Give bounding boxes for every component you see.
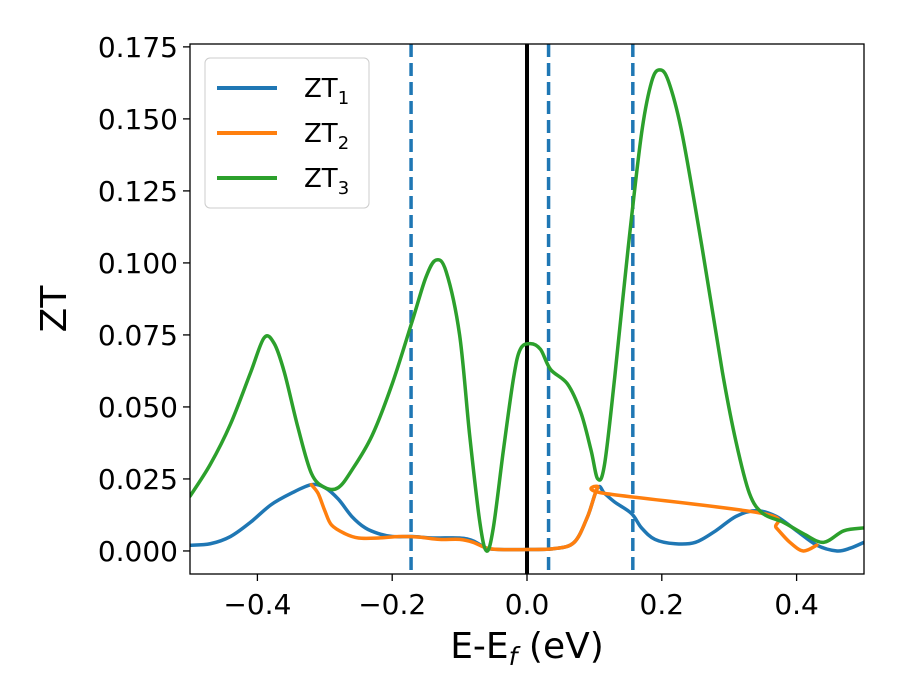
series-line-zt3 — [190, 68, 864, 553]
x-axis-ticks: −0.4 −0.2 0.0 0.2 0.4 — [223, 574, 819, 621]
x-axis-title: E-Ef (eV) — [450, 626, 604, 671]
x-axis-title-unit: (eV) — [517, 626, 603, 667]
x-tick-label: 0.4 — [774, 588, 819, 621]
legend: ZT1 ZT2 ZT3 — [204, 57, 370, 209]
series-lines — [190, 68, 864, 553]
y-axis-title: ZT — [34, 285, 75, 333]
y-tick-label: 0.125 — [98, 175, 178, 208]
y-tick-label: 0.100 — [98, 247, 178, 280]
legend-label-zt2: ZT2 — [304, 119, 349, 154]
series-line-zt2 — [309, 482, 819, 553]
y-axis-ticks: 0.000 0.025 0.050 0.075 0.100 0.125 0.150 0.175 — [98, 31, 190, 568]
y-tick-label: 0.175 — [98, 31, 178, 64]
x-tick-label: −0.2 — [358, 588, 426, 621]
vertical-lines — [409, 44, 635, 574]
legend-box — [204, 57, 370, 209]
y-tick-label: 0.075 — [98, 319, 178, 352]
legend-label-zt3: ZT3 — [304, 164, 349, 199]
x-tick-label: −0.4 — [223, 588, 291, 621]
y-tick-label: 0.150 — [98, 103, 178, 136]
x-tick-label: 0.2 — [640, 588, 685, 621]
y-tick-label: 0.000 — [98, 535, 178, 568]
x-tick-label: 0.0 — [505, 588, 550, 621]
y-tick-label: 0.050 — [98, 391, 178, 424]
y-tick-label: 0.025 — [98, 463, 178, 496]
legend-label-zt1: ZT1 — [304, 74, 349, 109]
